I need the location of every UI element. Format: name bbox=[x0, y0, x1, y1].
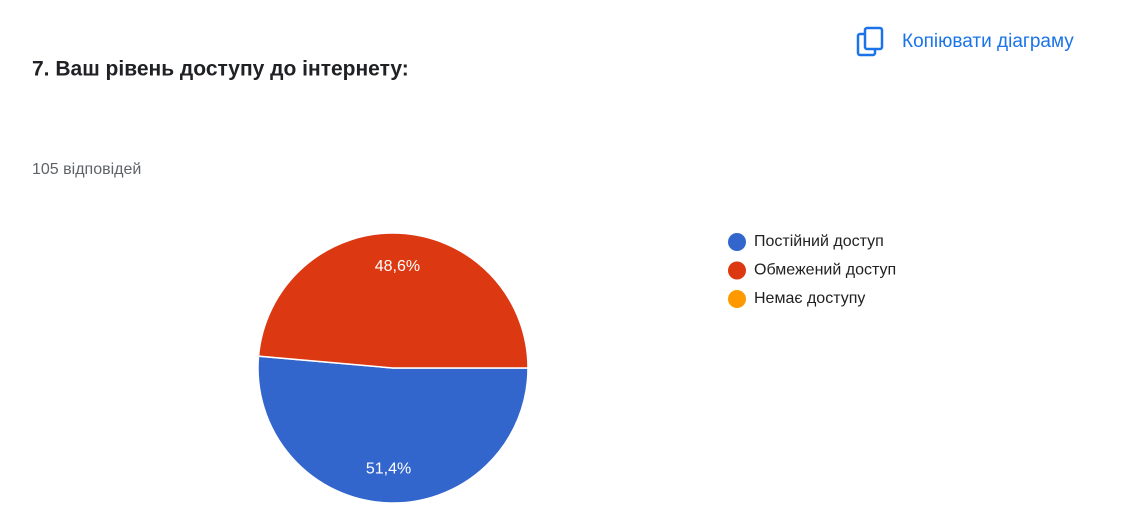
legend-label: Постійний доступ bbox=[754, 233, 884, 250]
pie-slice bbox=[257, 355, 529, 504]
pie-slice bbox=[257, 232, 529, 369]
legend-swatch bbox=[728, 290, 746, 308]
legend-label: Обмежений доступ bbox=[754, 262, 896, 279]
legend-swatch bbox=[728, 261, 746, 280]
copy-button[interactable]: Копіювати діаграму bbox=[856, 26, 1074, 57]
slice-label: 48,6% bbox=[375, 258, 420, 275]
response-count: 105 відповідей bbox=[32, 161, 141, 178]
legend-swatch bbox=[728, 233, 746, 251]
chart-title: 7. Ваш рівень доступу до інтернету: bbox=[32, 58, 409, 81]
legend-label: Немає доступу bbox=[754, 290, 865, 307]
slice-label: 51,4% bbox=[366, 460, 411, 477]
copy-icon bbox=[863, 26, 884, 51]
copy-button-label[interactable]: Копіювати діаграму bbox=[902, 31, 1074, 52]
